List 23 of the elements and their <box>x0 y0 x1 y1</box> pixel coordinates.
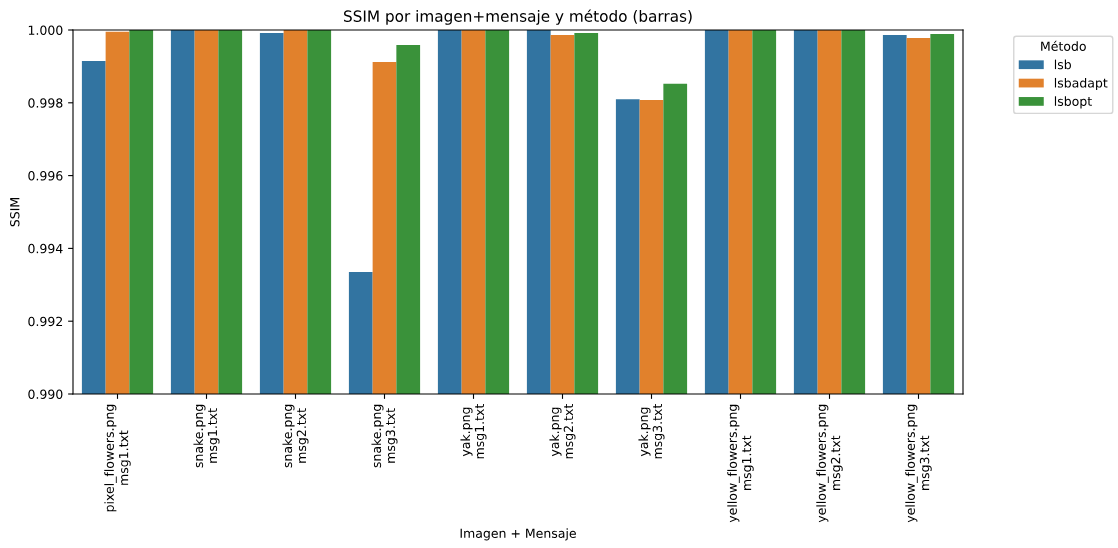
y-tick-label: 0.998 <box>28 98 63 108</box>
x-tick-label: yellow_flowers.png msg2.txt <box>816 404 843 523</box>
y-tick-label: 0.994 <box>28 243 63 254</box>
y-tick-label: 0.990 <box>28 389 63 399</box>
y-tick-label: 1.000 <box>28 25 63 35</box>
x-tick-label: yak.png msg1.txt <box>460 404 487 459</box>
chart-title: SSIM por imagen+mensaje y método (barras) <box>344 9 692 25</box>
legend-label: lsb <box>1054 59 1071 70</box>
legend-label: lsbadapt <box>1054 77 1108 91</box>
y-axis-title: SSIM <box>10 198 20 227</box>
x-tick-label: snake.png msg2.txt <box>282 404 309 468</box>
legend-label: lsbopt <box>1054 96 1092 109</box>
x-tick-label: yellow_flowers.png msg1.txt <box>727 404 754 523</box>
x-tick-label: yellow_flowers.png msg3.txt <box>905 404 932 523</box>
x-tick-label: yak.png msg2.txt <box>549 404 576 459</box>
x-tick-label: yak.png msg3.txt <box>638 404 665 459</box>
legend-title: Método <box>1041 40 1086 51</box>
y-tick-label: 0.996 <box>28 171 63 181</box>
x-tick-label: snake.png msg1.txt <box>193 404 220 468</box>
x-tick-label: pixel_flowers.png msg1.txt <box>104 404 131 512</box>
x-axis-title: Imagen + Mensaje <box>460 528 576 541</box>
x-tick-label: snake.png msg3.txt <box>371 404 398 468</box>
y-tick-label: 0.992 <box>28 316 63 327</box>
